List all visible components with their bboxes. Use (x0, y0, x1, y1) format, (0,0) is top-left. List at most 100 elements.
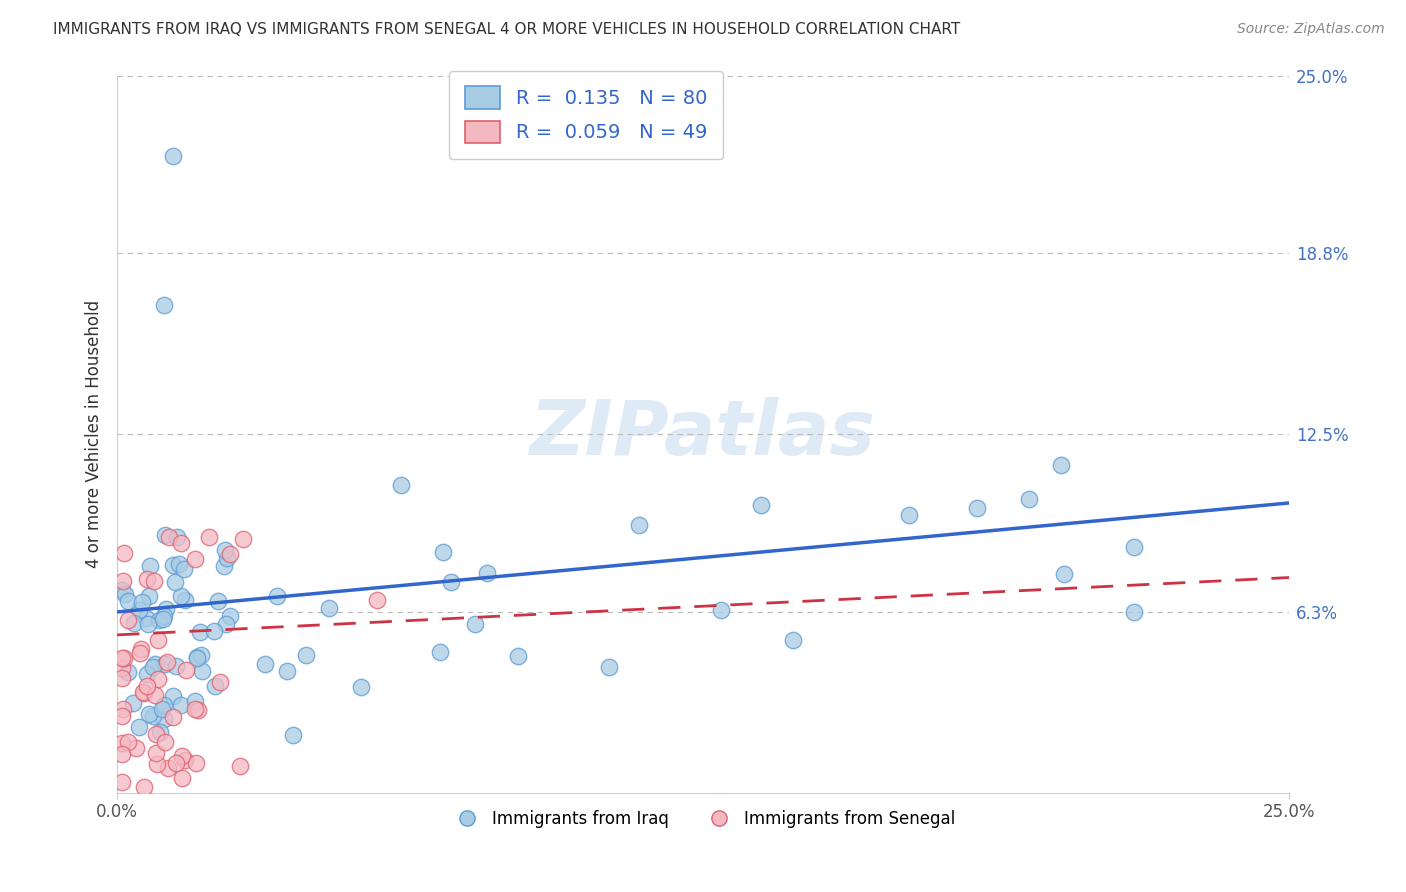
Point (214, 559, 236, 574)
Point (111, 736, 134, 750)
Point (232, 532, 254, 546)
Point (148, 613, 170, 627)
Point (162, 690, 184, 704)
Legend: Immigrants from Iraq, Immigrants from Senegal: Immigrants from Iraq, Immigrants from Se… (444, 803, 962, 835)
Text: IMMIGRANTS FROM IRAQ VS IMMIGRANTS FROM SENEGAL 4 OR MORE VEHICLES IN HOUSEHOLD : IMMIGRANTS FROM IRAQ VS IMMIGRANTS FROM … (53, 22, 960, 37)
Point (142, 660, 165, 674)
Point (138, 706, 160, 721)
Point (135, 572, 157, 586)
Point (143, 657, 166, 671)
Point (157, 530, 180, 544)
Point (149, 725, 172, 739)
Text: ZIPatlas: ZIPatlas (530, 397, 876, 471)
Point (111, 747, 134, 761)
Point (628, 518, 651, 533)
Point (229, 759, 252, 773)
Point (131, 595, 153, 609)
Point (782, 632, 804, 647)
Point (174, 753, 197, 767)
Point (153, 609, 176, 624)
Point (167, 557, 190, 571)
Point (146, 633, 169, 648)
Point (156, 655, 179, 669)
Point (117, 735, 139, 749)
Point (117, 665, 139, 679)
Point (166, 756, 188, 770)
Point (366, 592, 388, 607)
Point (135, 667, 157, 681)
Point (112, 701, 135, 715)
Point (464, 617, 486, 632)
Y-axis label: 4 or more Vehicles in Household: 4 or more Vehicles in Household (86, 300, 103, 568)
Point (508, 649, 530, 664)
Point (129, 641, 152, 656)
Text: Source: ZipAtlas.com: Source: ZipAtlas.com (1237, 22, 1385, 37)
Point (153, 298, 176, 312)
Point (1123, 541, 1146, 555)
Point (162, 558, 184, 573)
Point (217, 550, 239, 565)
Point (215, 617, 238, 632)
Point (125, 740, 148, 755)
Point (142, 709, 165, 723)
Point (145, 726, 167, 740)
Point (128, 646, 150, 660)
Point (112, 546, 135, 560)
Point (266, 590, 288, 604)
Point (198, 530, 221, 544)
Point (219, 547, 242, 561)
Point (749, 498, 772, 512)
Point (186, 650, 208, 665)
Point (153, 528, 176, 542)
Point (1018, 491, 1040, 506)
Point (153, 735, 176, 749)
Point (152, 612, 174, 626)
Point (136, 617, 159, 632)
Point (114, 587, 136, 601)
Point (146, 672, 169, 686)
Point (122, 697, 145, 711)
Point (710, 603, 733, 617)
Point (1053, 567, 1076, 582)
Point (111, 671, 134, 685)
Point (174, 663, 197, 677)
Point (136, 679, 159, 693)
Point (186, 651, 208, 665)
Point (132, 685, 155, 699)
Point (162, 710, 184, 724)
Point (219, 608, 242, 623)
Point (111, 709, 134, 723)
Point (143, 688, 166, 702)
Point (188, 625, 211, 640)
Point (253, 657, 276, 672)
Point (111, 582, 134, 597)
Point (202, 624, 225, 638)
Point (183, 551, 205, 566)
Point (170, 589, 193, 603)
Point (155, 602, 177, 616)
Point (1122, 605, 1144, 619)
Point (173, 562, 195, 576)
Point (172, 771, 194, 785)
Point (134, 780, 156, 794)
Point (170, 536, 193, 550)
Point (429, 645, 451, 659)
Point (112, 650, 135, 665)
Point (204, 679, 226, 693)
Point (128, 603, 150, 617)
Point (350, 680, 373, 694)
Point (898, 508, 921, 523)
Point (295, 648, 318, 663)
Point (128, 719, 150, 733)
Point (162, 149, 184, 163)
Point (173, 592, 195, 607)
Point (152, 702, 174, 716)
Point (208, 674, 231, 689)
Point (153, 698, 176, 712)
Point (112, 574, 135, 588)
Point (166, 530, 188, 544)
Point (117, 613, 139, 627)
Point (152, 712, 174, 726)
Point (432, 545, 454, 559)
Point (598, 659, 620, 673)
